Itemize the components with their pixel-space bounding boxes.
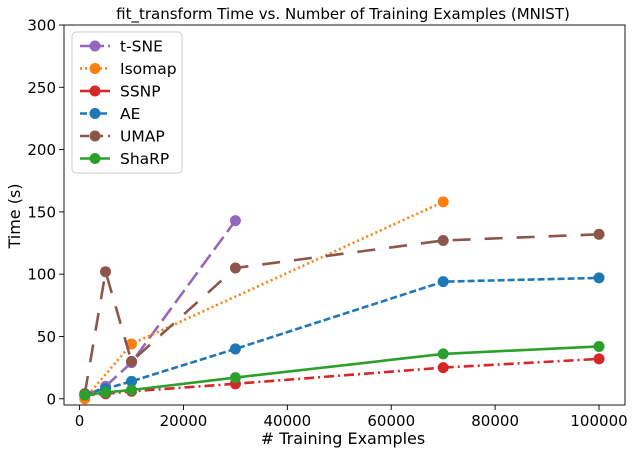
data-point xyxy=(100,266,112,278)
x-tick-label: 40000 xyxy=(264,412,312,430)
x-tick-label: 0 xyxy=(75,412,85,430)
data-point xyxy=(593,340,605,352)
data-point xyxy=(437,362,449,374)
data-point xyxy=(126,338,138,350)
legend-marker xyxy=(89,130,101,142)
legend-item: UMAP xyxy=(80,128,165,146)
legend-label: t-SNE xyxy=(120,38,163,56)
series-line xyxy=(84,276,600,396)
series-line xyxy=(83,233,600,395)
x-tick-label: 80000 xyxy=(471,412,519,430)
plot-frame xyxy=(63,24,626,406)
legend: t-SNE Isomap SSNP AE UMAP ShaRP xyxy=(71,31,183,174)
data-point xyxy=(593,353,605,365)
legend-item: AE xyxy=(80,105,140,123)
data-point xyxy=(126,355,138,367)
y-tick-label: 150 xyxy=(27,203,56,221)
legend-marker xyxy=(89,108,101,119)
legend-label: ShaRP xyxy=(120,150,169,168)
x-axis: 0 20000 40000 60000 80000 100000 xyxy=(75,405,628,430)
y-axis: 0 50 100 150 200 250 300 xyxy=(27,17,64,408)
legend-item: t-SNE xyxy=(80,38,163,56)
x-tick-label: 20000 xyxy=(160,412,208,430)
data-point xyxy=(229,372,241,384)
data-point xyxy=(437,348,449,360)
data-point xyxy=(437,196,449,208)
legend-item: Isomap xyxy=(80,60,177,78)
y-tick-label: 100 xyxy=(27,266,56,284)
data-point xyxy=(126,375,138,387)
y-tick-label: 200 xyxy=(27,141,56,159)
data-point xyxy=(593,272,605,284)
y-tick-label: 250 xyxy=(27,79,56,97)
series-sharp xyxy=(79,340,605,401)
data-point xyxy=(100,387,112,399)
legend-marker xyxy=(89,63,101,74)
series-t-sne xyxy=(79,215,241,402)
legend-marker xyxy=(89,153,101,164)
data-point xyxy=(79,389,91,401)
series-ssnp xyxy=(79,353,605,401)
data-point xyxy=(437,235,449,247)
legend-marker xyxy=(89,40,101,52)
series-line xyxy=(84,219,237,398)
legend-label: SSNP xyxy=(120,83,161,101)
x-tick-label: 60000 xyxy=(367,412,415,430)
y-tick-label: 0 xyxy=(46,390,56,408)
data-point xyxy=(229,215,241,227)
legend-item: ShaRP xyxy=(80,150,169,168)
data-point xyxy=(437,276,449,288)
data-point xyxy=(229,262,241,274)
legend-item: SSNP xyxy=(80,83,161,101)
y-tick-label: 50 xyxy=(37,328,56,346)
legend-marker xyxy=(89,85,101,97)
series-group xyxy=(79,196,605,405)
chart-title: fit_transform Time vs. Number of Trainin… xyxy=(116,5,570,24)
series-line xyxy=(83,200,444,400)
x-tick-label: 100000 xyxy=(570,412,627,430)
legend-label: UMAP xyxy=(120,128,165,146)
series-line xyxy=(84,357,600,397)
y-tick-label: 300 xyxy=(27,17,56,35)
data-point xyxy=(593,228,605,240)
data-point xyxy=(229,343,241,355)
x-axis-label: # Training Examples xyxy=(261,429,425,448)
series-ae xyxy=(79,272,605,400)
legend-label: AE xyxy=(120,105,140,123)
data-point xyxy=(126,384,138,396)
legend-label: Isomap xyxy=(120,60,177,78)
y-axis-label: Time (s) xyxy=(5,183,24,249)
